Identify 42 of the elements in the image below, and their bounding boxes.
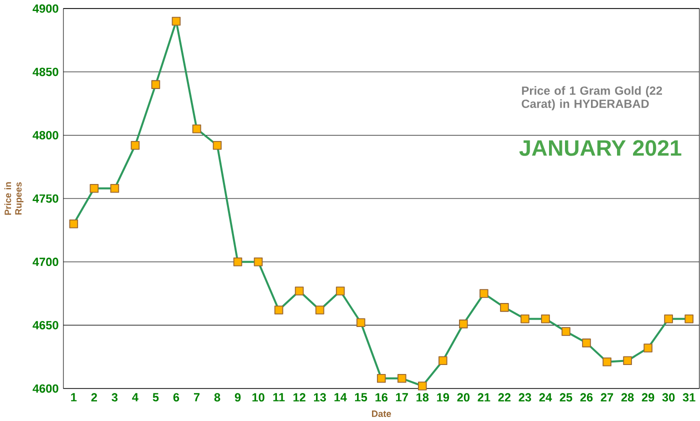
x-tick-label: 11 <box>273 392 285 402</box>
x-tick-label: 26 <box>580 392 593 402</box>
x-tick-label: 4 <box>132 392 138 402</box>
x-tick-label: 16 <box>376 392 388 402</box>
x-tick-label: 15 <box>355 392 368 402</box>
x-tick-label: 20 <box>457 392 470 402</box>
x-tick-label: 17 <box>396 392 408 402</box>
x-tick-label: 9 <box>234 392 241 402</box>
y-tick-label: 4850 <box>32 68 58 76</box>
x-tick-label: 12 <box>293 392 306 402</box>
y-tick-label: 4700 <box>32 258 58 266</box>
y-axis-title: Price in Rupees <box>4 182 24 215</box>
x-tick-label: 6 <box>173 392 180 402</box>
x-tick-label: 28 <box>621 392 634 402</box>
annotation: Price of 1 Gram Gold (22 Carat) in HYDERABAD <box>522 86 662 110</box>
x-tick-label: 18 <box>416 392 429 402</box>
x-tick-label: 25 <box>560 392 572 402</box>
x-tick-label: 24 <box>539 392 552 402</box>
x-tick-label: 2 <box>91 392 97 402</box>
x-tick-label: 14 <box>334 392 347 402</box>
x-tick-label: 1 <box>71 392 77 402</box>
x-axis-title: Date <box>372 410 392 417</box>
y-tick-label: 4650 <box>32 320 58 330</box>
x-tick-label: 7 <box>194 392 200 402</box>
x-tick-label: 30 <box>662 392 675 402</box>
x-tick-label: 23 <box>518 392 532 402</box>
x-tick-label: 5 <box>152 392 159 402</box>
x-tick-label: 22 <box>498 392 511 402</box>
x-tick-label: 3 <box>112 392 118 402</box>
x-tick-label: 29 <box>642 392 654 402</box>
x-tick-label: 21 <box>478 392 490 402</box>
x-tick-label: 27 <box>600 392 614 402</box>
x-tick-label: 19 <box>437 392 450 402</box>
x-tick-label: 31 <box>682 392 696 402</box>
x-tick-label: 13 <box>314 392 326 402</box>
y-tick-label: 4750 <box>32 194 58 203</box>
y-tick-label: 4800 <box>32 130 58 140</box>
x-tick-label: 10 <box>252 392 264 402</box>
y-tick-label: 4900 <box>32 4 58 13</box>
annotation: JANUARY 2021 <box>519 140 682 156</box>
y-tick-label: 4600 <box>32 384 58 393</box>
x-tick-label: 8 <box>214 392 220 402</box>
